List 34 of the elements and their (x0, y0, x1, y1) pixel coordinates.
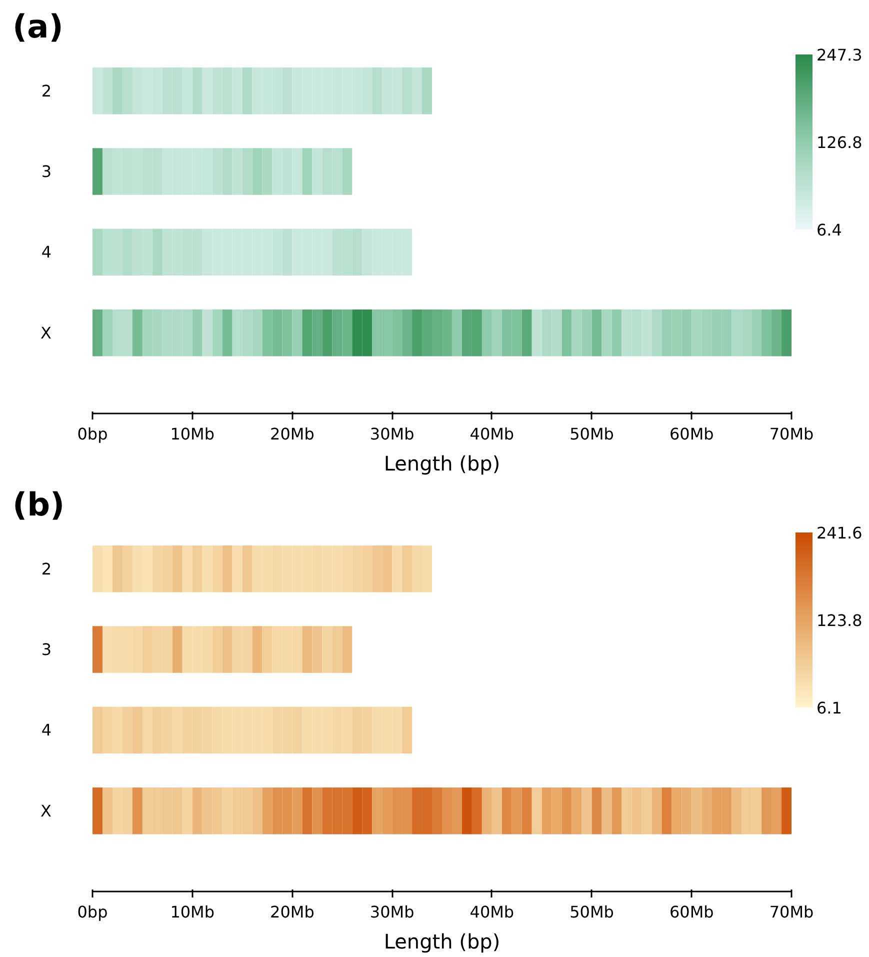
color-bar-label: 247.3 (816, 46, 862, 64)
color-bar-label: 126.8 (816, 133, 862, 152)
x-tick-label: 60Mb (669, 424, 714, 444)
x-tick-label: 30Mb (370, 902, 414, 922)
y-tick-label: 4 (41, 720, 52, 740)
y-tick-label: X (40, 323, 52, 342)
x-axis-title: Length (bp) (384, 930, 500, 954)
x-tick-label: 0bp (77, 902, 108, 922)
x-tick-label: 30Mb (370, 424, 414, 444)
x-tick-label: 70Mb (769, 424, 814, 444)
x-tick-label: 70Mb (769, 902, 814, 922)
x-tick-label: 50Mb (570, 902, 614, 922)
x-tick-label: 10Mb (170, 424, 215, 444)
x-tick-label: 10Mb (170, 902, 215, 922)
chart-title: (a) (12, 8, 64, 46)
y-tick-label: 3 (41, 162, 52, 181)
y-tick-label: 4 (41, 242, 52, 262)
color-bar-label: 6.4 (816, 220, 842, 240)
x-tick-label: 60Mb (669, 902, 714, 922)
chart-title: (b) (12, 486, 65, 524)
x-tick-label: 20Mb (270, 902, 314, 922)
y-tick-label: 2 (41, 81, 52, 100)
x-tick-label: 20Mb (270, 424, 314, 444)
color-bar-label: 123.8 (816, 611, 862, 630)
x-tick-label: 0bp (77, 424, 108, 444)
x-tick-label: 50Mb (570, 424, 614, 444)
y-tick-label: X (40, 801, 52, 820)
color-bar-label: 241.6 (816, 524, 862, 542)
x-tick-label: 40Mb (470, 424, 514, 444)
color-bar-label: 6.1 (816, 698, 842, 718)
y-tick-label: 3 (41, 640, 52, 659)
y-tick-label: 2 (41, 559, 52, 578)
x-axis-title: Length (bp) (384, 452, 500, 476)
x-tick-label: 40Mb (470, 902, 514, 922)
